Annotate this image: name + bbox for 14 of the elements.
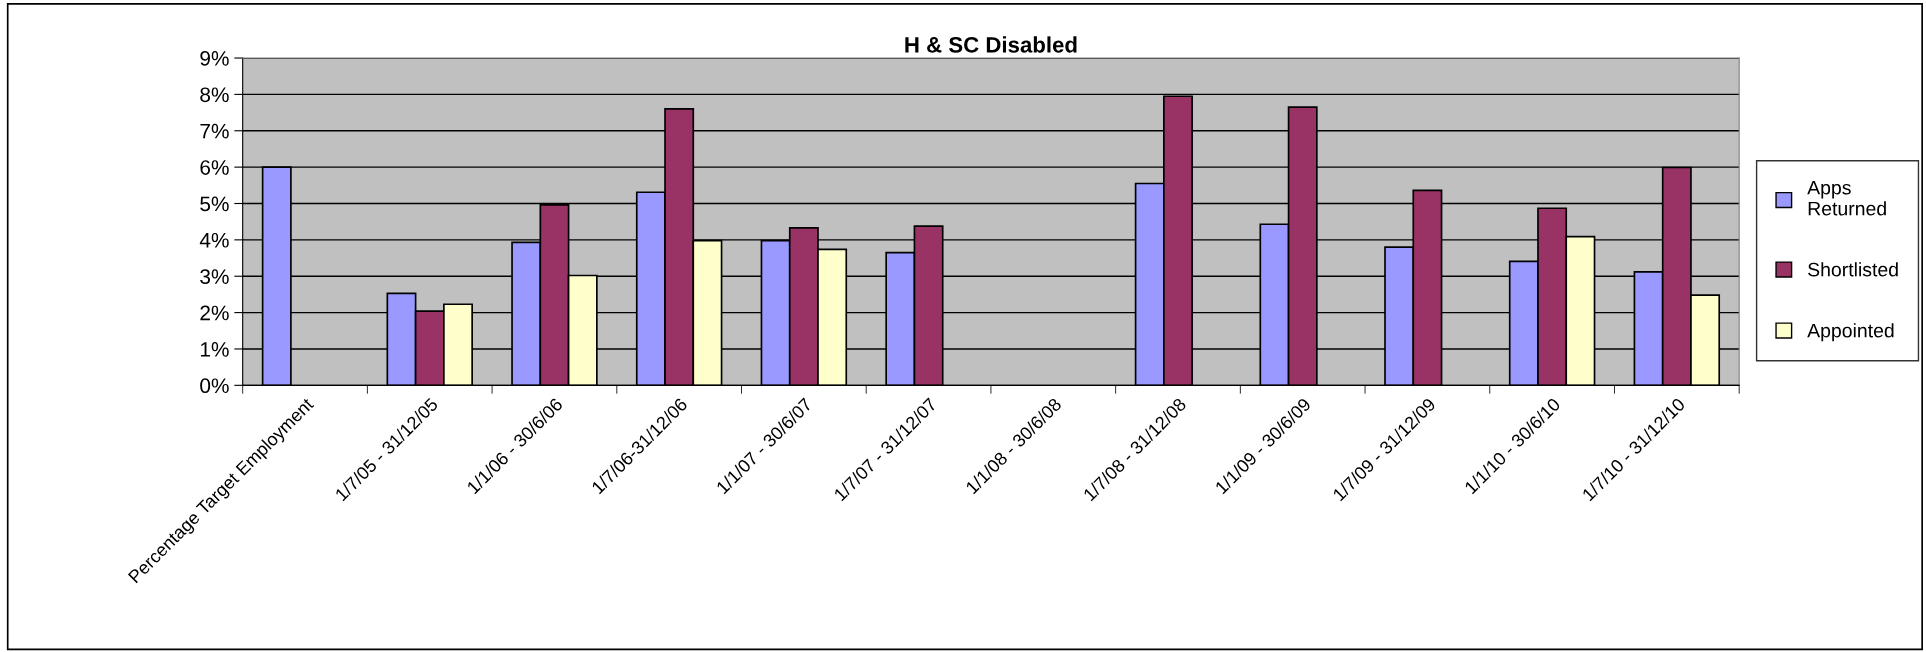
y-tick-label: 5% bbox=[200, 196, 229, 212]
chart-title: H & SC Disabled bbox=[905, 36, 1077, 53]
legend-label: Appointed bbox=[1807, 323, 1894, 342]
legend-label: Apps Returned bbox=[1807, 180, 1886, 216]
y-tick-label: 6% bbox=[200, 160, 229, 175]
y-tick-label: 9% bbox=[200, 51, 229, 66]
y-tick-label: 3% bbox=[200, 269, 229, 284]
legend-label: Shortlisted bbox=[1808, 262, 1898, 277]
y-tick-label: 7% bbox=[200, 123, 229, 139]
y-tick-label: 1% bbox=[200, 342, 229, 357]
y-tick-label: 0% bbox=[200, 378, 229, 394]
y-tick-label: 2% bbox=[200, 305, 229, 321]
y-tick-label: 4% bbox=[199, 232, 229, 248]
y-tick-label: 8% bbox=[200, 87, 229, 103]
